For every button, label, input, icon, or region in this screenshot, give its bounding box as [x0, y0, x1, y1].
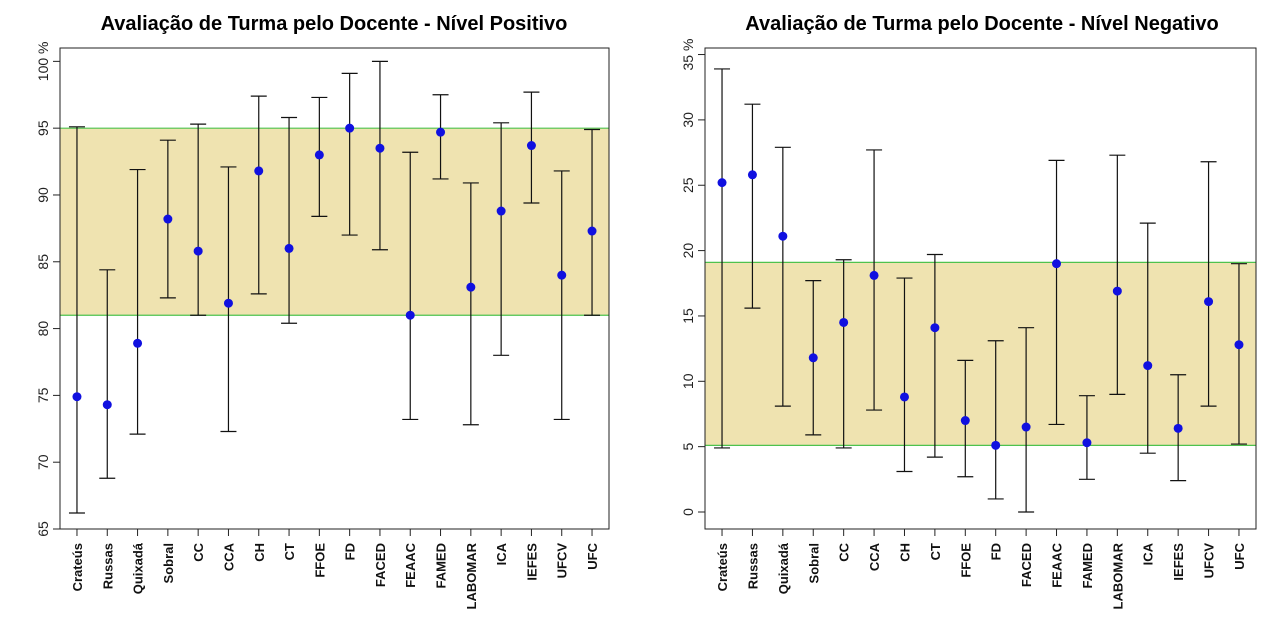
data-point — [254, 166, 264, 176]
y-tick-label: 15 — [680, 308, 696, 324]
y-tick-label: 20 — [680, 243, 696, 259]
data-point — [436, 127, 446, 137]
data-point — [1234, 340, 1244, 350]
data-point — [163, 214, 173, 224]
x-tick-label: UFCV — [555, 543, 570, 579]
chart-title: Avaliação de Turma pelo Docente - Nível … — [745, 13, 1218, 35]
x-tick-label: ICA — [494, 542, 509, 565]
x-tick-label: Quixadá — [131, 542, 146, 594]
data-point — [991, 440, 1001, 450]
x-tick-label: IEFES — [524, 543, 539, 581]
y-tick-label: 75 — [35, 387, 51, 403]
y-tick-label: 10 — [680, 373, 696, 389]
y-tick-label: 95 — [35, 120, 51, 136]
y-tick-label: 100 % — [35, 42, 51, 82]
x-tick-label: FFOE — [958, 543, 973, 578]
data-point — [587, 226, 597, 236]
data-point — [1082, 438, 1092, 448]
y-tick-label: 70 — [35, 454, 51, 470]
x-tick-label: FFOE — [312, 543, 327, 578]
x-tick-label: CH — [897, 543, 912, 562]
x-tick-label: IEFES — [1171, 543, 1186, 581]
x-tick-label: FACED — [373, 543, 388, 587]
x-tick-label: FD — [343, 543, 358, 560]
reference-band — [705, 262, 1256, 446]
data-point — [496, 206, 506, 216]
data-point — [747, 170, 757, 180]
x-tick-label: Russas — [100, 543, 115, 589]
plot-frame — [59, 47, 610, 530]
data-point — [102, 400, 112, 410]
chart-panel-positive: Avaliação de Turma pelo Docente - Nível … — [0, 0, 634, 636]
x-tick-label: LABOMAR — [1110, 542, 1125, 609]
x-tick-label: UFC — [585, 542, 600, 569]
x-tick-label: Quixadá — [776, 542, 791, 594]
x-tick-label: LABOMAR — [464, 542, 479, 609]
y-tick-label: 80 — [35, 321, 51, 337]
data-point — [466, 282, 476, 292]
x-tick-label: FD — [989, 543, 1004, 560]
data-point — [284, 243, 294, 253]
data-point — [839, 317, 849, 327]
data-point — [133, 338, 143, 348]
y-tick-label: 35 % — [680, 39, 696, 71]
x-tick-label: CC — [837, 542, 852, 561]
data-point — [193, 246, 203, 256]
data-point — [375, 143, 385, 153]
data-point — [717, 178, 727, 188]
chart-title: Avaliação de Turma pelo Docente - Nível … — [101, 13, 568, 35]
x-tick-label: FEAAC — [403, 542, 418, 587]
data-point — [223, 298, 233, 308]
y-tick-label: 30 — [680, 112, 696, 128]
y-tick-label: 85 — [35, 254, 51, 270]
x-tick-label: Sobral — [161, 543, 176, 583]
x-tick-label: CT — [282, 543, 297, 560]
x-tick-label: ICA — [1141, 542, 1156, 565]
plot-frame — [704, 47, 1257, 530]
x-tick-label: FEAAC — [1050, 542, 1065, 587]
y-tick-label: 25 — [680, 177, 696, 193]
data-point — [960, 416, 970, 426]
x-tick-label: Crateús — [715, 543, 730, 591]
data-point — [1173, 423, 1183, 433]
x-tick-label: CC — [191, 542, 206, 561]
data-point — [1112, 286, 1122, 296]
x-tick-label: FACED — [1019, 543, 1034, 587]
data-point — [1204, 297, 1214, 307]
x-tick-label: FAMED — [434, 543, 449, 589]
x-tick-label: CCA — [867, 542, 882, 571]
data-point — [899, 392, 909, 402]
data-point — [1052, 259, 1062, 269]
reference-band — [60, 128, 609, 316]
negative-level-chart: Avaliação de Turma pelo Docente - Nível … — [680, 13, 1257, 609]
data-point — [345, 123, 355, 133]
positive-level-chart: Avaliação de Turma pelo Docente - Nível … — [35, 13, 610, 609]
chart-panel-negative: Avaliação de Turma pelo Docente - Nível … — [635, 0, 1269, 636]
data-point — [405, 310, 415, 320]
y-tick-label: 5 — [680, 443, 696, 451]
x-tick-label: UFCV — [1202, 543, 1217, 579]
data-point — [1143, 361, 1153, 371]
x-tick-label: UFC — [1232, 542, 1247, 569]
x-tick-label: CT — [928, 543, 943, 560]
x-tick-label: FAMED — [1080, 543, 1095, 589]
data-point — [72, 392, 82, 402]
data-point — [314, 150, 324, 160]
data-point — [1021, 422, 1031, 432]
x-tick-label: Russas — [745, 543, 760, 589]
data-point — [526, 141, 536, 151]
data-point — [778, 231, 788, 241]
data-point — [557, 270, 567, 280]
y-tick-label: 90 — [35, 187, 51, 203]
y-tick-label: 65 — [35, 521, 51, 537]
x-tick-label: CH — [252, 543, 267, 562]
x-tick-label: Sobral — [806, 543, 821, 583]
x-tick-label: Crateús — [70, 543, 85, 591]
y-tick-label: 0 — [680, 508, 696, 516]
data-point — [808, 353, 818, 363]
x-tick-label: CCA — [221, 542, 236, 571]
data-point — [930, 323, 940, 333]
data-point — [869, 270, 879, 280]
